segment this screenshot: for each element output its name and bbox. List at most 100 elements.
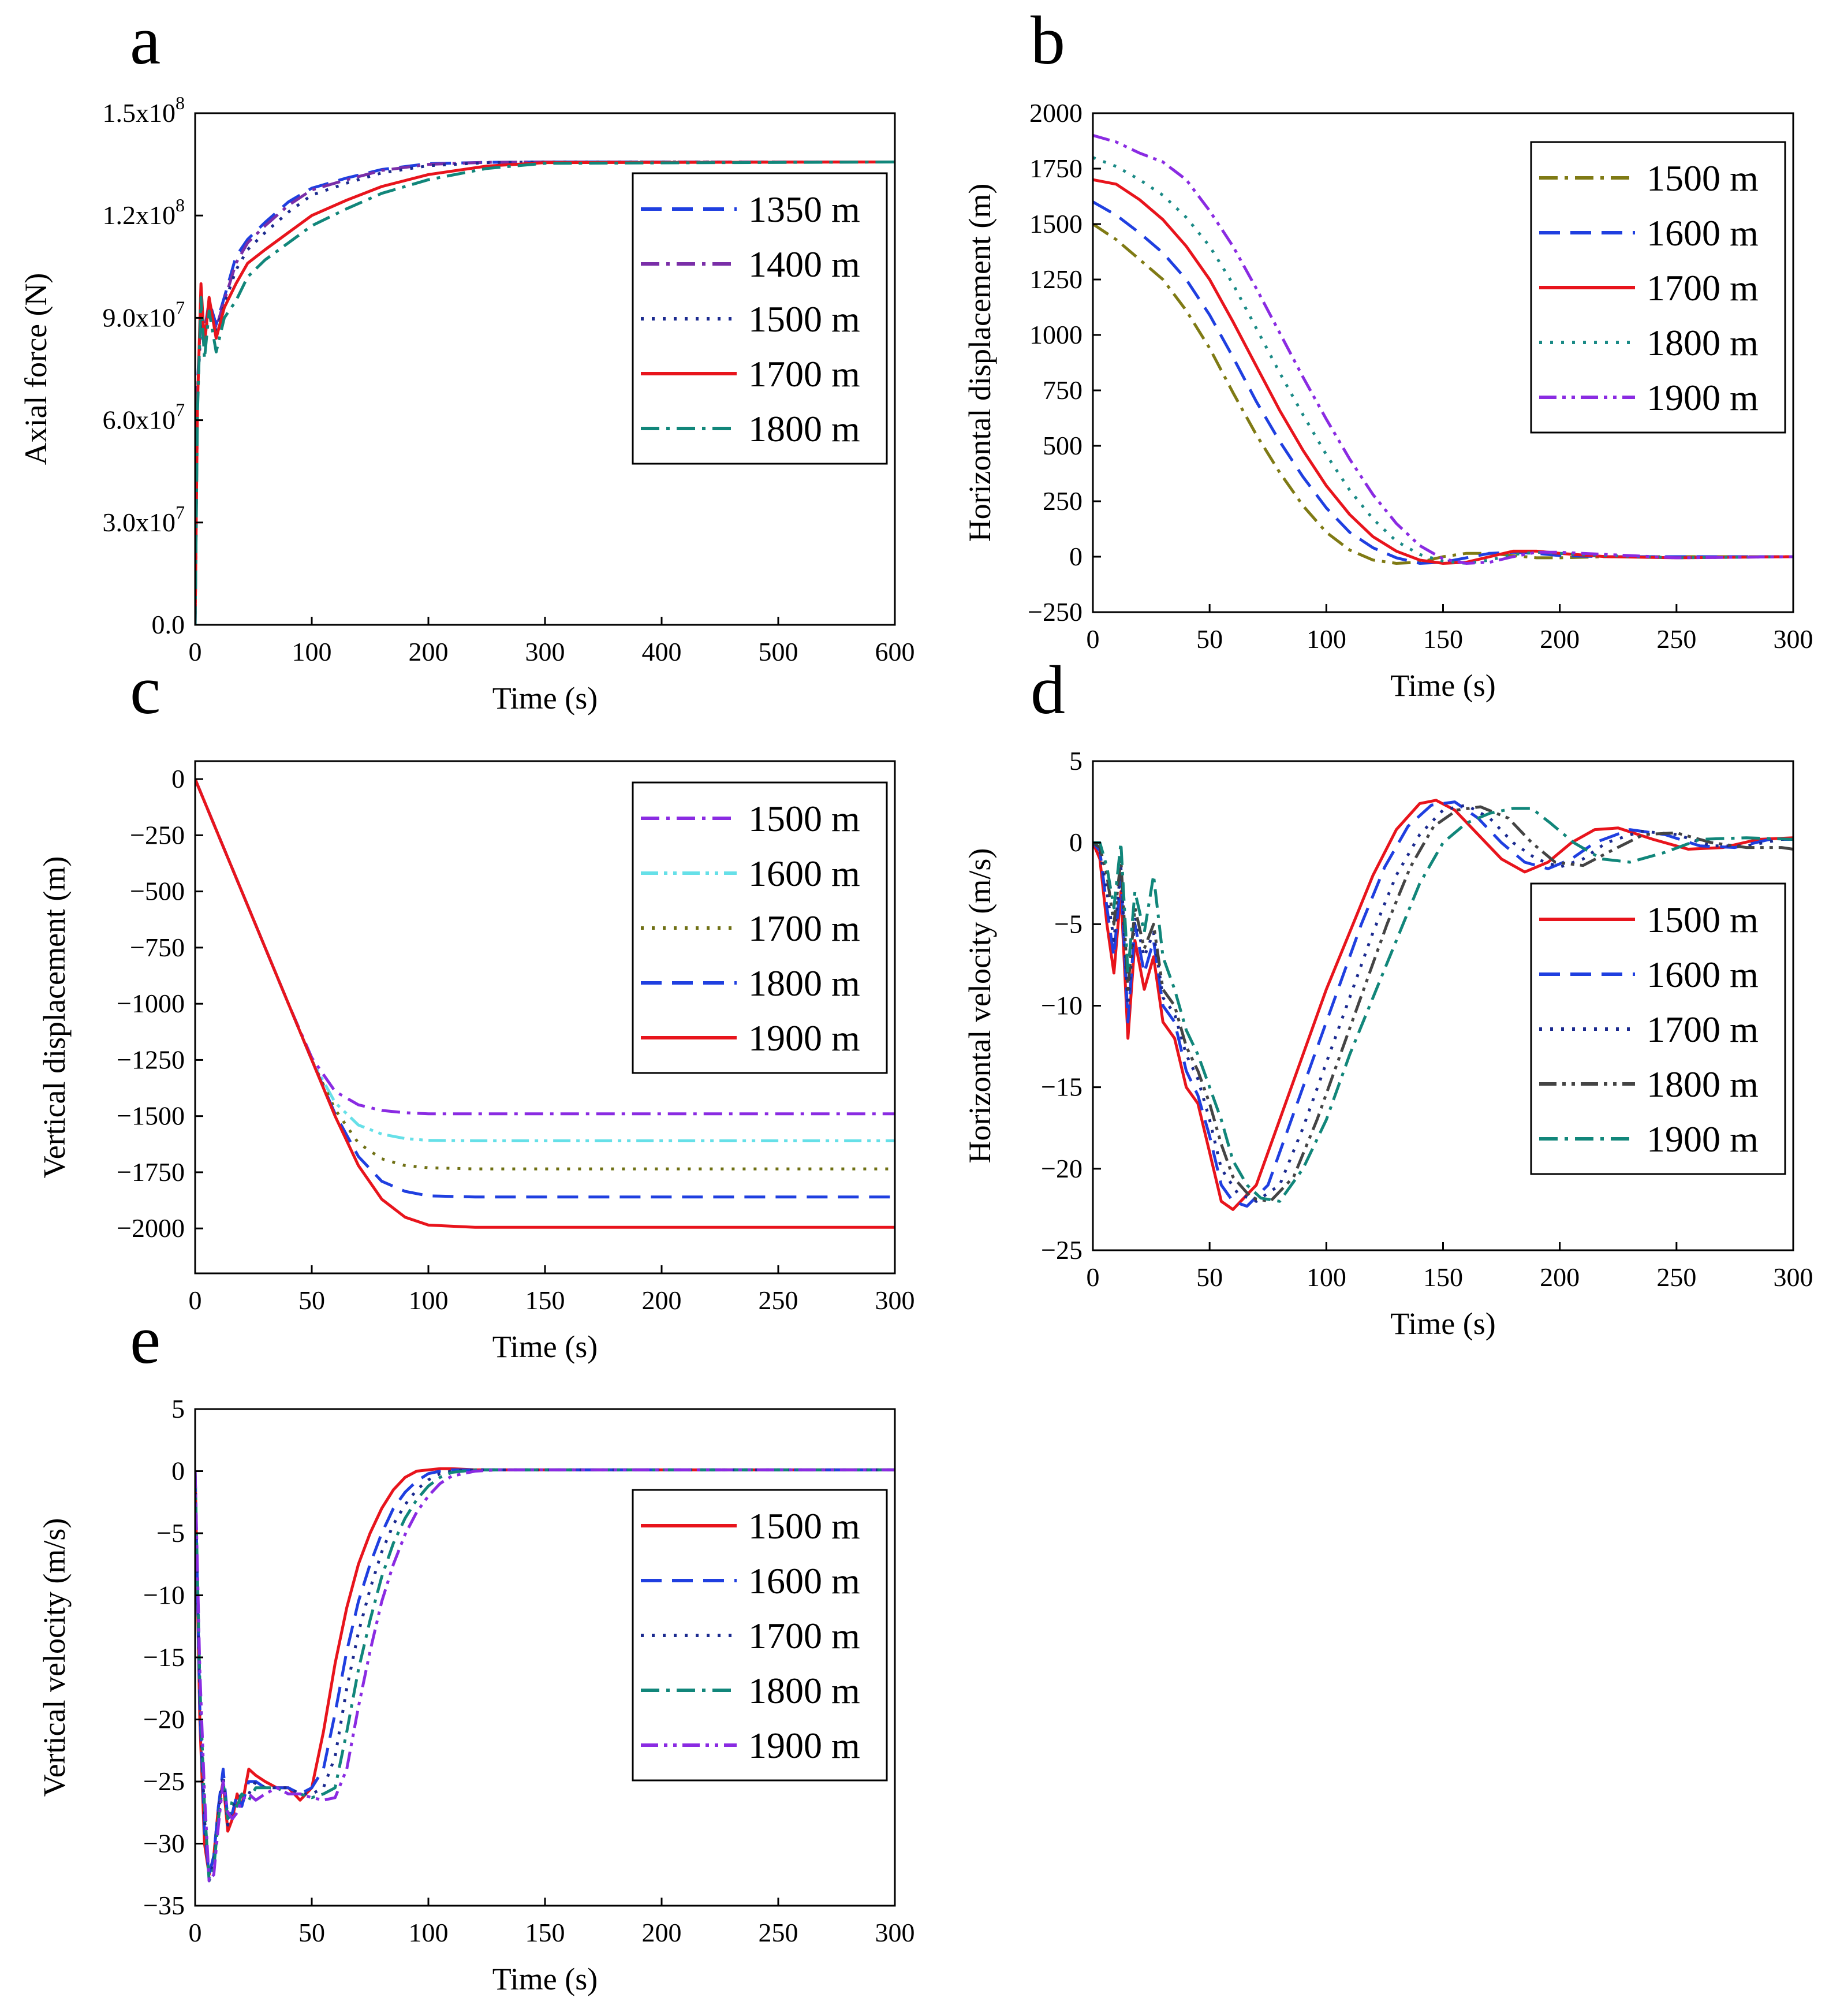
x-tick-label: 50 [1196,624,1223,654]
x-tick-label: 200 [1540,624,1580,654]
y-axis-label: Horizontal velocity (m/s) [962,848,997,1164]
legend-label-1600-m: 1600 m [1647,954,1759,995]
legend-label-1600-m: 1600 m [748,1560,860,1601]
x-tick-label: 0 [1087,624,1100,654]
x-tick-label: 0 [189,1918,202,1947]
x-tick-label: 0 [189,637,202,666]
y-tick-label: −10 [143,1581,185,1610]
legend-label-1700-m: 1700 m [748,353,860,394]
y-tick-label: 9.0x107 [103,297,185,332]
y-tick-label: −15 [1041,1072,1083,1102]
x-tick-label: 250 [759,1918,798,1947]
y-tick-label: −20 [143,1705,185,1734]
legend-label-1900-m: 1900 m [1647,1119,1759,1160]
x-tick-label: 300 [875,1918,915,1947]
panel-label: e [130,1301,160,1378]
legend-label-1700-m: 1700 m [748,908,860,949]
legend-label-1500-m: 1500 m [748,1506,860,1547]
x-tick-label: 250 [1656,1262,1696,1292]
y-axis-label: Vertical velocity (m/s) [37,1518,72,1797]
y-tick-label: −1500 [117,1101,185,1131]
panel-label: b [1031,2,1065,79]
x-tick-label: 300 [1774,1262,1813,1292]
panel-label: c [130,651,160,728]
y-tick-label: −30 [143,1829,185,1858]
y-tick-label: −20 [1041,1154,1083,1183]
x-tick-label: 50 [298,1285,325,1315]
y-tick-label: −35 [143,1891,185,1920]
y-axis-label: Axial force (N) [18,273,53,465]
legend-label-1800-m: 1800 m [1647,322,1759,363]
legend-label-1500-m: 1500 m [1647,899,1759,940]
y-tick-exponent: 7 [176,297,185,318]
series-line-1900-m [1093,807,1793,1203]
y-tick-label: −15 [143,1642,185,1672]
y-axis-label: Vertical displacement (m) [37,856,72,1179]
panel-label: d [1031,651,1065,728]
x-tick-label: 500 [759,637,798,666]
x-tick-label: 100 [409,1285,449,1315]
y-tick-label: 5 [1069,746,1083,776]
x-tick-label: 100 [1307,1262,1346,1292]
x-tick-label: 600 [875,637,915,666]
x-axis-label: Time (s) [1390,668,1496,703]
series-line-1500-m [1093,799,1793,1211]
y-tick-label: 0 [1069,542,1083,571]
x-tick-label: 200 [1540,1262,1580,1292]
y-tick-label: 0 [171,764,185,793]
series-line-1900-m [195,777,895,1229]
y-tick-label: 750 [1043,375,1083,405]
x-tick-label: 100 [1307,624,1346,654]
y-tick-exponent: 7 [176,400,185,420]
y-tick-label: 500 [1043,431,1083,460]
legend-label-1800-m: 1800 m [748,963,860,1004]
y-tick-label: 250 [1043,486,1083,516]
y-tick-label: −1750 [117,1157,185,1187]
x-tick-label: 100 [409,1918,449,1947]
x-tick-label: 300 [525,637,565,666]
x-tick-label: 400 [642,637,682,666]
series-line-1600-m [1093,800,1793,1208]
series-group [1093,133,1793,565]
x-axis-label: Time (s) [492,681,598,716]
series-line-1500-m [195,778,895,1116]
legend-label-1900-m: 1900 m [1647,377,1759,418]
legend-label-1800-m: 1800 m [1647,1064,1759,1105]
legend-label-1400-m: 1400 m [748,244,860,285]
legend-label-1600-m: 1600 m [1647,213,1759,254]
y-tick-label: 5 [171,1394,185,1424]
y-tick-label: 1250 [1029,264,1083,294]
y-tick-exponent: 8 [176,92,185,113]
legend-label-1800-m: 1800 m [748,1670,860,1711]
legend-label-1900-m: 1900 m [748,1725,860,1766]
y-tick-label: −500 [130,877,185,906]
x-tick-label: 50 [298,1918,325,1947]
series-line-1800-m [195,1468,895,1883]
y-axis-label: Horizontal displacement (m) [962,184,997,542]
y-tick-mantissa: 1.2x10 [103,200,176,230]
x-tick-label: 100 [292,637,332,666]
y-tick-exponent: 8 [176,195,185,215]
y-tick-label: −5 [156,1518,185,1548]
y-tick-mantissa: 3.0x10 [103,508,176,537]
x-tick-label: 150 [525,1918,565,1947]
panel-b-horizontal-displacement: b0 50 100 150 200 250 300−25002505007501000125… [962,2,1813,703]
legend-label-1900-m: 1900 m [748,1018,860,1059]
series-line-1600-m [1093,200,1793,565]
y-tick-label: −250 [130,820,185,849]
y-tick-label: −10 [1041,991,1083,1020]
x-tick-label: 200 [409,637,449,666]
y-tick-mantissa: 9.0x10 [103,303,176,332]
series-group [195,1467,895,1883]
y-tick-label: −25 [1041,1235,1083,1265]
y-tick-label: −750 [130,933,185,962]
y-tick-label: 0 [171,1456,185,1486]
series-group [195,161,895,625]
y-tick-label: −25 [143,1767,185,1796]
y-tick-mantissa: 0.0 [152,610,185,639]
x-tick-label: 300 [1774,624,1813,654]
x-tick-label: 200 [642,1285,682,1315]
y-tick-label: 1.2x108 [103,195,185,230]
panel-a-axial-force: a0 100 200 300 400 500 6000.03.0x1076.0x1079.0… [18,2,915,716]
